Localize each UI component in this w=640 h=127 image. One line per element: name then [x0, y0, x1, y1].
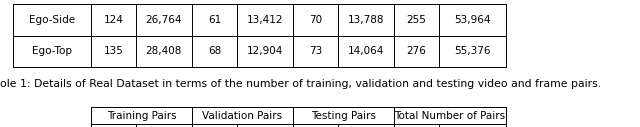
Text: 276: 276	[406, 46, 427, 56]
Text: 61: 61	[208, 15, 221, 25]
Text: 124: 124	[103, 15, 124, 25]
Text: Validation Pairs: Validation Pairs	[202, 111, 283, 121]
Text: Training Pairs: Training Pairs	[107, 111, 176, 121]
Text: 26,764: 26,764	[145, 15, 182, 25]
Text: Total Number of Pairs: Total Number of Pairs	[394, 111, 506, 121]
Text: 255: 255	[406, 15, 427, 25]
Text: Testing Pairs: Testing Pairs	[311, 111, 376, 121]
Text: Ego-Side: Ego-Side	[29, 15, 75, 25]
Text: 28,408: 28,408	[146, 46, 182, 56]
Text: 55,376: 55,376	[454, 46, 491, 56]
Text: 73: 73	[309, 46, 322, 56]
Text: 53,964: 53,964	[454, 15, 491, 25]
Text: 135: 135	[103, 46, 124, 56]
Text: Ego-Top: Ego-Top	[32, 46, 72, 56]
Text: 12,904: 12,904	[247, 46, 283, 56]
Text: 14,064: 14,064	[348, 46, 384, 56]
Text: 13,788: 13,788	[348, 15, 385, 25]
Text: 68: 68	[208, 46, 221, 56]
Text: 70: 70	[309, 15, 322, 25]
Text: 13,412: 13,412	[246, 15, 284, 25]
Text: ole 1: Details of Real Dataset in terms of the number of training, validation an: ole 1: Details of Real Dataset in terms …	[0, 79, 601, 89]
